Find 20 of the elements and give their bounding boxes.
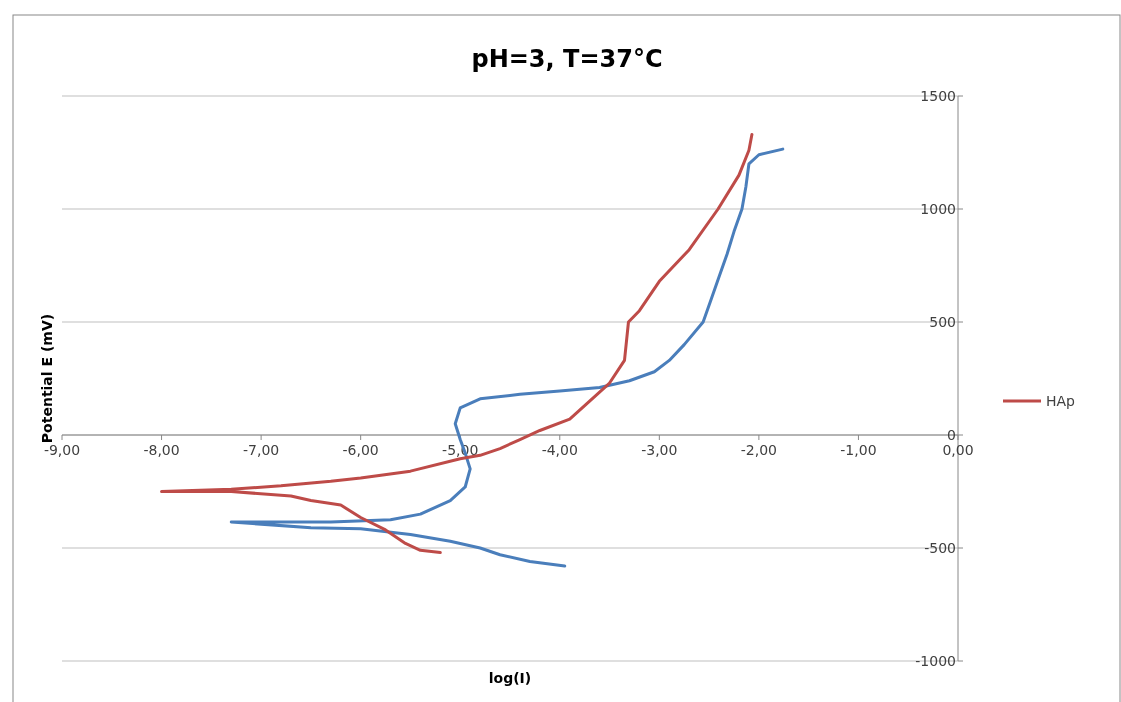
y-tick-label: 500 (929, 314, 956, 330)
x-tick-label: -1,00 (840, 442, 877, 458)
chart-title: pH=3, T=37°C (471, 45, 663, 73)
y-axis-title: Potential E (mV) (39, 313, 55, 444)
y-tick-label: 1500 (920, 88, 956, 104)
x-tick-label: -6,00 (342, 442, 379, 458)
x-tick-label: -4,00 (541, 442, 578, 458)
x-tick-label: -2,00 (740, 442, 778, 458)
line-series (229, 147, 785, 568)
x-axis-title: log(I) (488, 670, 532, 686)
y-tick-label: 1000 (920, 201, 956, 217)
x-tick-label: 0,00 (942, 442, 974, 458)
legend-label: HAp (1046, 393, 1076, 409)
x-tick-label: -8,00 (143, 442, 180, 458)
x-tick-label: -9,00 (43, 442, 81, 458)
y-tick-label: -1000 (915, 653, 956, 669)
y-tick-label: 0 (947, 427, 956, 443)
y-tick-label: -500 (924, 540, 956, 556)
x-tick-label: -7,00 (242, 442, 280, 458)
x-tick-label: -3,00 (641, 442, 678, 458)
